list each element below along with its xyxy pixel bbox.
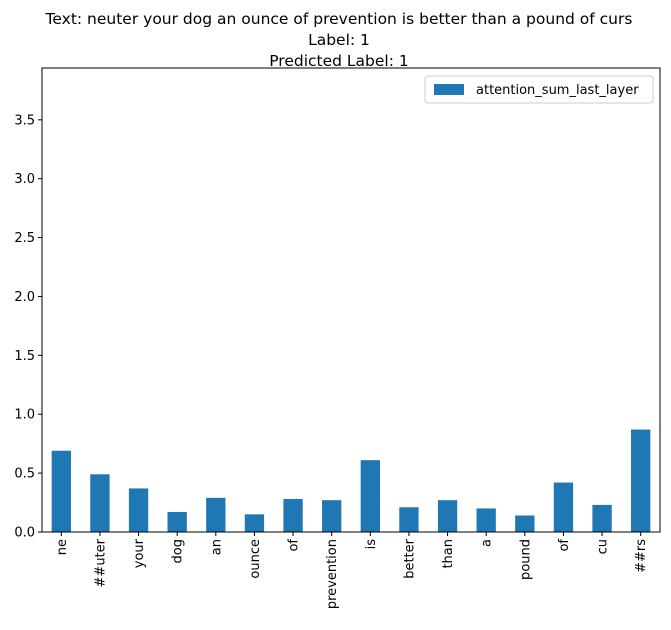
bar-13 (553, 482, 574, 532)
bar-15 (631, 429, 651, 532)
x-tick-label-9: better (402, 538, 417, 578)
x-tick-label-14: cu (596, 539, 611, 554)
title-line-predicted: Predicted Label: 1 (269, 52, 409, 70)
title-line-text: Text: neuter your dog an ounce of preven… (45, 10, 633, 28)
x-tick-label-1: ##uter (93, 538, 108, 587)
x-tick-label-15: ##rs (634, 539, 649, 573)
bar-4 (206, 497, 226, 532)
bar-2 (128, 488, 149, 532)
bar-8 (360, 460, 380, 532)
bars (51, 429, 651, 532)
title-line-label: Label: 1 (308, 31, 370, 49)
y-tick-label-1: 0.5 (14, 467, 35, 482)
bar-1 (90, 474, 110, 532)
bar-5 (244, 514, 265, 532)
legend-swatch (434, 84, 464, 95)
bar-14 (592, 504, 612, 532)
y-tick-label-7: 3.5 (14, 113, 35, 128)
x-tick-label-10: than (441, 539, 456, 569)
x-tick-label-12: pound (518, 539, 533, 580)
y-tick-label-4: 2.0 (14, 290, 35, 305)
x-tick-label-13: of (557, 539, 572, 552)
bar-3 (167, 511, 187, 532)
x-tick-label-4: an (209, 539, 224, 555)
bar-7 (322, 500, 342, 532)
plot-frame (41, 67, 661, 533)
bar-6 (283, 499, 303, 532)
y-tick-label-6: 3.0 (14, 172, 35, 187)
x-tick-label-7: prevention (325, 539, 340, 609)
bar-0 (51, 450, 71, 532)
legend: attention_sum_last_layer (424, 75, 654, 104)
x-axis: ne ##uter your dog an ounce of prevention is bett… (55, 532, 649, 609)
y-tick-label-3: 1.5 (14, 349, 35, 364)
bar-12 (515, 515, 535, 532)
legend-box (424, 75, 654, 104)
x-tick-label-6: of (287, 539, 302, 552)
bar-10 (437, 500, 458, 532)
x-tick-label-3: dog (171, 539, 186, 563)
x-tick-label-8: is (364, 539, 379, 550)
x-tick-label-11: a (480, 539, 495, 547)
x-tick-label-2: your (132, 538, 147, 568)
x-tick-label-0: ne (55, 539, 70, 555)
bar-9 (399, 507, 419, 532)
x-tick-label-5: ounce (248, 539, 263, 579)
y-tick-label-2: 1.0 (14, 408, 35, 423)
bar-11 (476, 508, 496, 532)
y-axis: 0.0 0.5 1.0 1.5 2.0 2.5 3.0 3.5 (14, 113, 42, 541)
y-tick-label-5: 2.5 (14, 231, 35, 246)
y-tick-label-0: 0.0 (14, 526, 35, 541)
legend-label: attention_sum_last_layer (476, 83, 639, 98)
chart-title: Text: neuter your dog an ounce of preven… (45, 10, 633, 70)
